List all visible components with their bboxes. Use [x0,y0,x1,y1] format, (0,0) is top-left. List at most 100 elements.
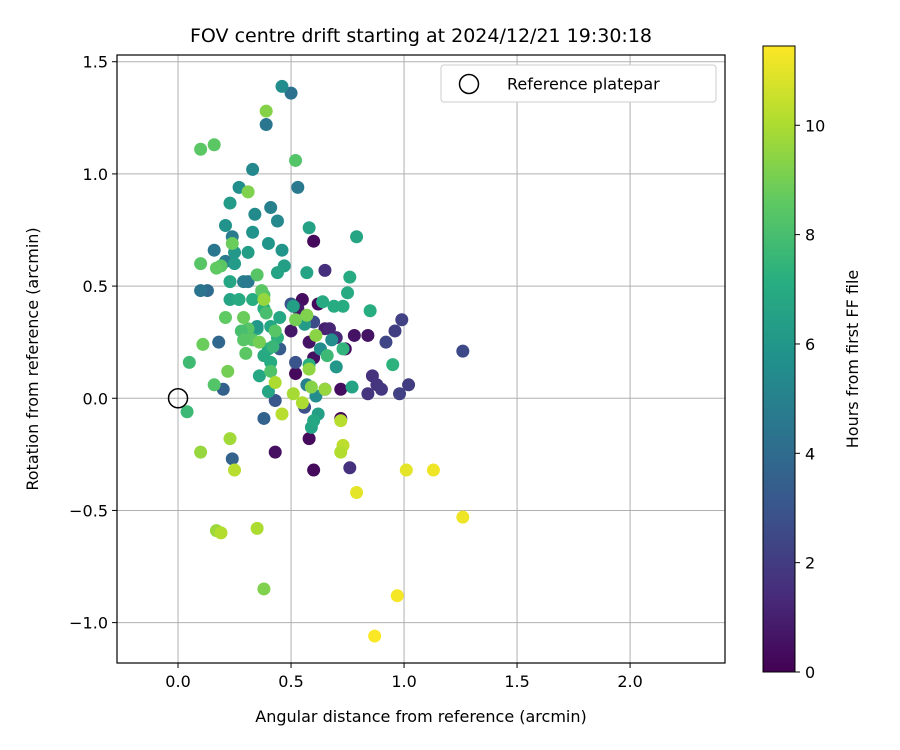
scatter-point [302,432,316,446]
scatter-point [302,221,316,235]
scatter-point [325,333,339,347]
scatter-point [336,299,350,313]
scatter-point [196,337,210,351]
scatter-point [268,445,282,459]
y-tick-label: −1.0 [69,614,108,633]
colorbar-tick-label: 4 [805,444,815,463]
scatter-point [237,333,251,347]
scatter-point [374,382,388,396]
scatter-point [270,266,284,280]
scatter-point [284,324,298,338]
scatter-point [322,322,336,336]
scatter-point [180,405,194,419]
chart-title: FOV centre drift starting at 2024/12/21 … [190,25,652,47]
colorbar-ticks: 0 2 4 6 8 10 [795,116,825,682]
scatter-point [246,225,260,239]
legend-box [440,64,717,103]
scatter-point [194,445,208,459]
scatter-point [334,382,348,396]
scatter-point [194,257,208,271]
scatter-point [223,196,237,210]
scatter-point [248,207,262,221]
scatter-point [257,411,271,425]
scatter-point [289,355,303,369]
colorbar-tick-label: 10 [805,116,825,135]
scatter-point [289,367,303,381]
colorbar-label: Hours from first FF file [843,270,862,449]
scatter-points [180,79,470,643]
scatter-point [273,310,287,324]
scatter-point [395,313,409,327]
scatter-point [232,293,246,307]
x-tick-label: 1.5 [504,672,529,691]
scatter-point [261,236,275,250]
colorbar-tick-label: 8 [805,226,815,245]
scatter-point [212,335,226,349]
colorbar-tick-label: 2 [805,554,815,573]
plot-frame [116,54,726,664]
scatter-point [241,275,255,289]
scatter-point [456,344,470,358]
scatter-point [307,414,321,428]
scatter-point [207,138,221,152]
scatter-point [336,342,350,356]
scatter-point [207,378,221,392]
scatter-point [194,284,208,298]
y-tick-label: −0.5 [69,501,108,520]
scatter-point [194,142,208,156]
scatter-point [334,445,348,459]
x-axis-ticks: 0.0 0.5 1.0 1.5 2.0 [165,663,643,691]
scatter-point [361,387,375,401]
scatter-point [209,261,223,275]
legend-label: Reference platepar [507,75,660,94]
scatter-point [284,86,298,100]
scatter-point [237,310,251,324]
scatter-point [368,629,382,643]
scatter-point [302,362,316,376]
scatter-point [345,380,359,394]
scatter-point [307,463,321,477]
scatter-point [327,299,341,313]
scatter-point [286,299,300,313]
scatter-point [250,268,264,282]
scatter-point [334,414,348,428]
scatter-point [259,118,273,132]
scatter-point [329,360,343,374]
scatter-point [426,463,440,477]
scatter-point [214,526,228,540]
scatter-point [261,385,275,399]
scatter-point [399,463,413,477]
scatter-point [300,266,314,280]
scatter-point [295,396,309,410]
x-tick-label: 0.5 [278,672,303,691]
scatter-point [218,310,232,324]
scatter-point [393,387,407,401]
scatter-point [304,380,318,394]
scatter-point [223,275,237,289]
scatter-point [291,180,305,194]
scatter-point [207,243,221,257]
scatter-point [363,304,377,318]
scatter-point [182,355,196,369]
reference-marker-group [167,388,189,409]
scatter-point [320,349,334,363]
y-axis-ticks: −1.0 −0.5 0.0 0.5 1.0 1.5 [69,53,117,633]
scatter-point [316,295,330,309]
colorbar-tick-label: 6 [805,335,815,354]
scatter-point [241,245,255,259]
scatter-point [388,324,402,338]
scatter-point [259,306,273,320]
scatter-point [266,340,280,354]
scatter-point [456,510,470,524]
scatter-point [350,485,364,499]
x-axis-label: Angular distance from reference (arcmin) [255,707,586,726]
scatter-point [246,162,260,176]
scatter-point [361,328,375,342]
x-tick-label: 1.0 [391,672,416,691]
colorbar-tick-label: 0 [805,663,815,682]
scatter-point [307,234,321,248]
scatter-point [268,394,282,408]
scatter-point [264,201,278,215]
scatter-point [225,452,239,466]
